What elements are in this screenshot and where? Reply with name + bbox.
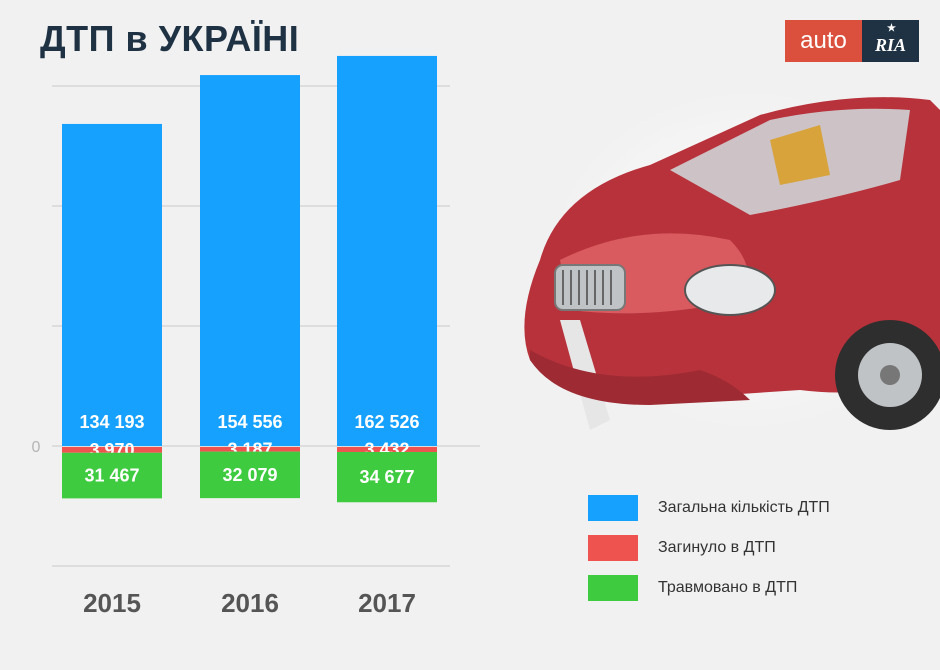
bar-killed-2015	[62, 447, 162, 453]
legend-item-killed: Загинуло в ДТП	[588, 535, 830, 561]
zero-tick-label: 0	[32, 439, 41, 456]
legend-swatch-total	[588, 495, 638, 521]
label-total-2017: 162 526	[354, 412, 419, 432]
legend-label-killed: Загинуло в ДТП	[658, 539, 776, 556]
bar-total-2017	[337, 55, 437, 447]
bar-total-2016	[200, 75, 300, 446]
bar-injured-2017	[337, 451, 437, 503]
bar-killed-2016	[200, 447, 300, 452]
label-injured-2017: 34 677	[359, 467, 414, 487]
legend-item-injured: Травмовано в ДТП	[588, 575, 830, 601]
crashed-car-illustration	[524, 90, 940, 430]
category-label-2015: 2015	[83, 588, 141, 618]
legend-swatch-killed	[588, 535, 638, 561]
label-total-2015: 134 193	[79, 412, 144, 432]
bar-injured-2016	[200, 451, 300, 499]
label-total-2016: 154 556	[217, 412, 282, 432]
star-icon: ★	[887, 23, 896, 34]
category-label-2017: 2017	[358, 588, 416, 618]
chart-legend: Загальна кількість ДТП Загинуло в ДТП Тр…	[588, 495, 830, 615]
logo-auto: auto	[785, 20, 862, 62]
legend-item-total: Загальна кількість ДТП	[588, 495, 830, 521]
legend-swatch-injured	[588, 575, 638, 601]
chart-title: ДТП в УКРАЇНІ	[40, 18, 300, 59]
category-label-2016: 2016	[221, 588, 279, 618]
autoria-logo[interactable]: auto ★ RIA	[785, 20, 919, 62]
bar-killed-2017	[337, 447, 437, 452]
bar-injured-2015	[62, 452, 162, 499]
label-injured-2016: 32 079	[222, 465, 277, 485]
label-injured-2015: 31 467	[84, 466, 139, 486]
legend-label-injured: Травмовано в ДТП	[658, 579, 798, 596]
bar-total-2015	[62, 123, 162, 446]
legend-label-total: Загальна кількість ДТП	[658, 499, 830, 516]
logo-ria: ★ RIA	[862, 20, 919, 62]
logo-ria-text: RIA	[874, 34, 907, 55]
